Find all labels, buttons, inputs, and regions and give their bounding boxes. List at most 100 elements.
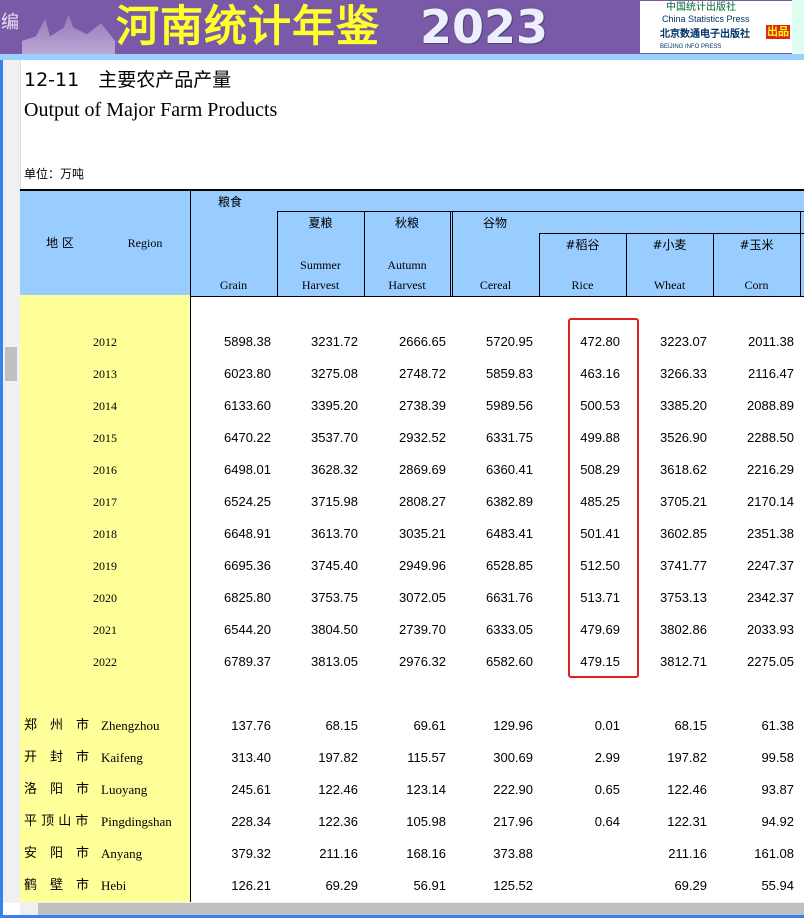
banner-edge: [792, 0, 804, 54]
table-cell: 129.96: [493, 718, 533, 733]
table-cell: 126.21: [231, 878, 271, 893]
city-name-en: Kaifeng: [101, 750, 143, 765]
city-name-en: Pingdingshan: [101, 814, 172, 829]
table-cell: 373.88: [493, 846, 533, 861]
banner-year: 2023: [420, 0, 549, 54]
table-cell: 2738.39: [399, 398, 446, 413]
table-cell: 0.64: [594, 814, 620, 829]
table-cell: 6825.80: [224, 590, 271, 605]
header-wheat-cn: #小麦: [652, 238, 687, 252]
table-cell: 2342.37: [747, 590, 794, 605]
table-cell: 3537.70: [311, 430, 358, 445]
table-cell: 3072.05: [399, 590, 446, 605]
table-cell: 115.57: [407, 750, 446, 765]
table-cell: 2170.14: [747, 494, 794, 509]
table-cell: 6528.85: [486, 558, 533, 573]
header-summer-en2: Harvest: [301, 278, 340, 292]
header-region-cn: 地 区: [46, 236, 74, 250]
year-label: 2019: [93, 559, 117, 573]
header-corn-en: Corn: [744, 278, 769, 292]
table-cell: 6360.41: [486, 462, 533, 477]
header-rice-cn: #稻谷: [565, 238, 600, 252]
table-cell: 479.69: [580, 622, 620, 637]
city-name-cn: 洛 阳 市: [24, 782, 90, 797]
table-cell: 463.16: [580, 366, 620, 381]
window-border: [0, 60, 3, 918]
table-cell: 2869.69: [399, 462, 446, 477]
table-cell: 105.98: [406, 814, 446, 829]
city-name-en: Anyang: [101, 846, 143, 861]
table-cell: 3035.21: [399, 526, 446, 541]
scrollbar-thumb[interactable]: [38, 903, 804, 915]
divider: [0, 54, 804, 60]
table-cell: 55.94: [761, 878, 794, 893]
city-name-cn: 安 阳 市: [24, 846, 90, 861]
banner-title: 河南统计年鉴: [116, 2, 380, 52]
window-border: [0, 915, 804, 918]
table-cell: 99.58: [761, 750, 794, 765]
header-autumn-en2: Harvest: [388, 278, 426, 292]
horizontal-scrollbar[interactable]: [20, 902, 804, 916]
table-cell: 6498.01: [224, 462, 271, 477]
table-cell: 2033.93: [747, 622, 794, 637]
table-cell: 5720.95: [486, 334, 533, 349]
table-cell: 69.29: [325, 878, 358, 893]
table-cell: 69.61: [413, 718, 446, 733]
year-label: 2016: [93, 463, 117, 477]
table-cell: 6333.05: [486, 622, 533, 637]
region-column: [20, 295, 191, 902]
city-name-en: Hebi: [101, 878, 127, 893]
city-name-cn: 鹤 壁 市: [24, 878, 90, 893]
table-cell: 508.29: [580, 462, 620, 477]
year-label: 2021: [93, 623, 117, 637]
table-cell: 5859.83: [486, 366, 533, 381]
table-cell: 6483.41: [486, 526, 533, 541]
header-grain-cn: 粮食: [217, 195, 242, 209]
table-cell: 61.38: [761, 718, 794, 733]
table-cell: 3812.71: [660, 654, 707, 669]
year-label: 2022: [93, 655, 117, 669]
rice-highlight-box: [568, 318, 639, 678]
table-cell: 3802.86: [660, 622, 707, 637]
table-cell: 3266.33: [660, 366, 707, 381]
publisher2-cn: 北京数通电子出版社: [660, 29, 750, 40]
header-autumn-cn: 秋粮: [394, 216, 419, 230]
table-cell: 2808.27: [399, 494, 446, 509]
table-cell: 2351.38: [747, 526, 794, 541]
table-cell: 137.76: [231, 718, 271, 733]
year-label: 2020: [93, 591, 117, 605]
table-cell: 68.15: [325, 718, 358, 733]
table-cell: 228.34: [231, 814, 271, 829]
table-cell: 168.16: [406, 846, 446, 861]
table-cell: 513.71: [580, 590, 620, 605]
table-cell: 56.91: [413, 878, 446, 893]
table-cell: 300.69: [493, 750, 533, 765]
table-cell: 2247.37: [747, 558, 794, 573]
table-cell: 245.61: [231, 782, 271, 797]
table-cell: 68.15: [674, 718, 707, 733]
table-cell: 3275.08: [311, 366, 358, 381]
table-cell: 501.41: [580, 526, 620, 541]
table-cell: 222.90: [493, 782, 533, 797]
table-cell: 0.65: [594, 782, 620, 797]
vertical-scrollbar[interactable]: [0, 60, 21, 903]
year-label: 2013: [93, 367, 117, 381]
city-name-cn: 平 顶 山 市: [24, 814, 89, 829]
table-cell: 6133.60: [224, 398, 271, 413]
table-cell: 6648.91: [224, 526, 271, 541]
table-cell: 6582.60: [486, 654, 533, 669]
scrollbar-thumb[interactable]: [5, 347, 17, 381]
table-cell: 161.08: [754, 846, 794, 861]
city-name-cn: 郑 州 市: [24, 718, 90, 733]
table-cell: 379.32: [231, 846, 271, 861]
table-cell: 3613.70: [311, 526, 358, 541]
table-title-en: Output of Major Farm Products: [24, 99, 278, 121]
table-cell: 3223.07: [660, 334, 707, 349]
table-cell: 2088.89: [747, 398, 794, 413]
yearbook-banner: 编 河南统计年鉴 2023 中国统计出版社 China Statistics P…: [0, 0, 804, 54]
city-name-cn: 开 封 市: [24, 750, 90, 765]
table-cell: 6544.20: [224, 622, 271, 637]
header-cereal-en: Cereal: [479, 278, 512, 292]
year-label: 2015: [93, 431, 117, 445]
city-skyline-graphic: [22, 14, 115, 54]
